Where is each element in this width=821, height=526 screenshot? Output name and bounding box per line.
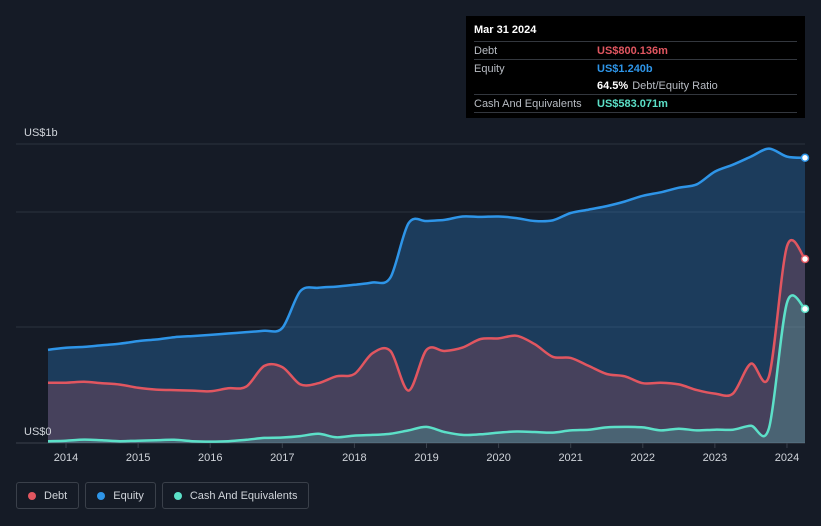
tooltip-ratio-label: Debt/Equity Ratio [632, 79, 718, 92]
equity-end-marker [800, 153, 810, 163]
tooltip-cash-row: Cash And Equivalents US$583.071m [474, 94, 797, 113]
x-tick-label-2023: 2023 [703, 452, 727, 464]
equity-line [47, 147, 806, 352]
legend-item-debt[interactable]: Debt [16, 482, 80, 509]
x-tick-label-2017: 2017 [270, 452, 294, 464]
cash-and-equivalents-end-marker [800, 304, 810, 314]
legend-cash-dot [173, 491, 182, 500]
tooltip-debt-label: Debt [474, 44, 498, 57]
y-axis-top-label: US$1b [24, 127, 58, 139]
x-tick-label-2015: 2015 [126, 452, 150, 464]
debt-area [48, 240, 805, 443]
tooltip-cash-label: Cash And Equivalents [474, 97, 582, 110]
debt-end-marker [800, 254, 810, 264]
tooltip-cash-value: US$583.071m [597, 97, 668, 110]
tooltip-date: Mar 31 2024 [474, 24, 537, 36]
legend-item-equity[interactable]: Equity [85, 482, 156, 509]
legend-equity-label: Equity [113, 489, 144, 502]
legend-debt-dot [28, 491, 36, 500]
cash-and-equivalents-line [47, 294, 806, 443]
legend-debt-label: Debt [44, 489, 68, 502]
tooltip-equity-row: Equity US$1.240b [474, 59, 797, 77]
tooltip-equity-label: Equity [474, 62, 505, 75]
chart-tooltip: Mar 31 2024 Debt US$800.136m Equity US$1… [466, 16, 805, 118]
tooltip-equity-value: US$1.240b [597, 62, 653, 75]
x-tick-label-2018: 2018 [342, 452, 366, 464]
debt-line [47, 238, 807, 398]
equity-area [48, 148, 805, 443]
tooltip-debt-row: Debt US$800.136m [474, 41, 797, 59]
legend-cash-label: Cash And Equivalents [189, 489, 298, 502]
x-tick-label-2016: 2016 [198, 452, 222, 464]
x-tick-label-2014: 2014 [54, 452, 78, 464]
x-tick-label-2021: 2021 [558, 452, 582, 464]
y-axis-bottom-label: US$0 [24, 426, 52, 438]
tooltip-ratio-value: 64.5% [597, 79, 629, 92]
chart-legend: Debt Equity Cash And Equivalents [16, 482, 310, 509]
legend-item-cash[interactable]: Cash And Equivalents [161, 482, 310, 509]
x-tick-label-2019: 2019 [414, 452, 438, 464]
tooltip-debt-value: US$800.136m [597, 44, 668, 57]
legend-equity-dot [97, 491, 106, 500]
x-tick-label-2024: 2024 [775, 452, 799, 464]
x-tick-label-2022: 2022 [631, 452, 655, 464]
x-tick-label-2020: 2020 [486, 452, 510, 464]
tooltip-ratio-row: 64.5% Debt/Equity Ratio [474, 77, 797, 94]
